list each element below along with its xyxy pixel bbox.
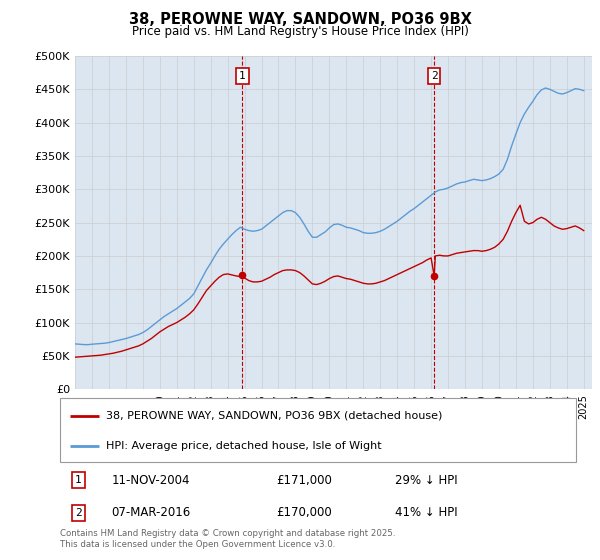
Text: 07-MAR-2016: 07-MAR-2016 [112,506,191,519]
Text: 38, PEROWNE WAY, SANDOWN, PO36 9BX (detached house): 38, PEROWNE WAY, SANDOWN, PO36 9BX (deta… [106,410,443,421]
Text: 1: 1 [239,71,246,81]
Text: 2: 2 [431,71,437,81]
Text: 41% ↓ HPI: 41% ↓ HPI [395,506,458,519]
Text: 38, PEROWNE WAY, SANDOWN, PO36 9BX: 38, PEROWNE WAY, SANDOWN, PO36 9BX [128,12,472,27]
Text: £170,000: £170,000 [277,506,332,519]
Text: Price paid vs. HM Land Registry's House Price Index (HPI): Price paid vs. HM Land Registry's House … [131,25,469,38]
Text: £171,000: £171,000 [277,474,332,487]
Text: 2: 2 [74,508,82,518]
Text: 1: 1 [74,475,82,485]
Text: 11-NOV-2004: 11-NOV-2004 [112,474,190,487]
Text: Contains HM Land Registry data © Crown copyright and database right 2025.
This d: Contains HM Land Registry data © Crown c… [60,529,395,549]
Text: HPI: Average price, detached house, Isle of Wight: HPI: Average price, detached house, Isle… [106,441,382,451]
Text: 29% ↓ HPI: 29% ↓ HPI [395,474,458,487]
FancyBboxPatch shape [60,398,576,462]
